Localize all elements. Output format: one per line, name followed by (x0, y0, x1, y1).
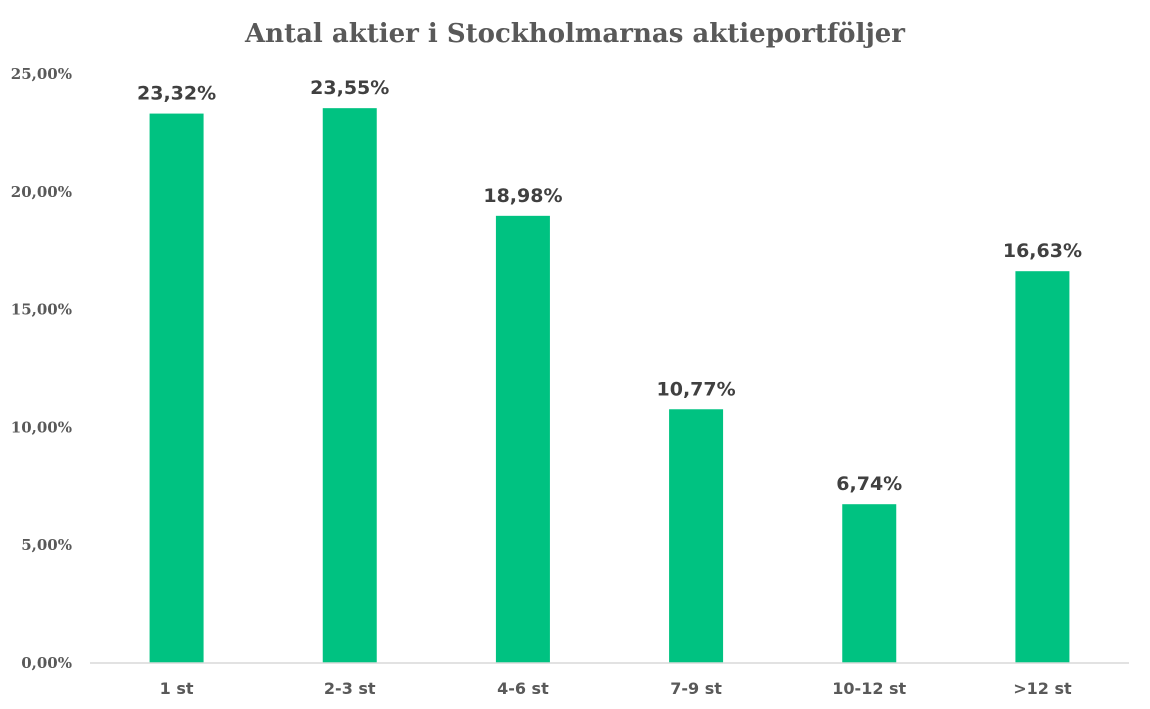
y-tick-label: 10,00% (11, 418, 72, 436)
x-tick-label: 7-9 st (670, 679, 722, 698)
y-tick-label: 20,00% (11, 183, 72, 201)
data-label: 23,55% (310, 77, 389, 99)
data-label: 23,32% (137, 83, 216, 105)
bar (495, 215, 550, 663)
x-tick-label: 10-12 st (832, 679, 906, 698)
x-tick-label: 2-3 st (324, 679, 376, 698)
chart-title: Antal aktier i Stockholmarnas aktieportf… (244, 19, 905, 49)
bar-series (149, 108, 1070, 664)
bar (149, 113, 204, 663)
x-axis: 1 st 2-3 st 4-6 st 7-9 st 10-12 st >12 st (160, 679, 1072, 698)
bar (669, 409, 724, 663)
y-tick-label: 25,00% (11, 65, 72, 83)
data-labels: 23,32% 23,55% 18,98% 10,77% 6,74% 16,63% (137, 77, 1082, 495)
x-tick-label: 4-6 st (497, 679, 549, 698)
data-label: 16,63% (1003, 240, 1082, 262)
x-tick-label: >12 st (1013, 679, 1072, 698)
y-tick-label: 15,00% (11, 301, 72, 319)
bar (322, 108, 377, 664)
y-tick-label: 0,00% (21, 654, 72, 672)
y-tick-label: 5,00% (21, 536, 72, 554)
x-tick-label: 1 st (160, 679, 194, 698)
data-label: 18,98% (483, 185, 562, 207)
bar (842, 504, 897, 663)
bar (1015, 271, 1070, 663)
data-label: 10,77% (657, 378, 736, 400)
y-axis: 0,00% 5,00% 10,00% 15,00% 20,00% 25,00% (11, 65, 72, 672)
data-label: 6,74% (836, 473, 902, 495)
